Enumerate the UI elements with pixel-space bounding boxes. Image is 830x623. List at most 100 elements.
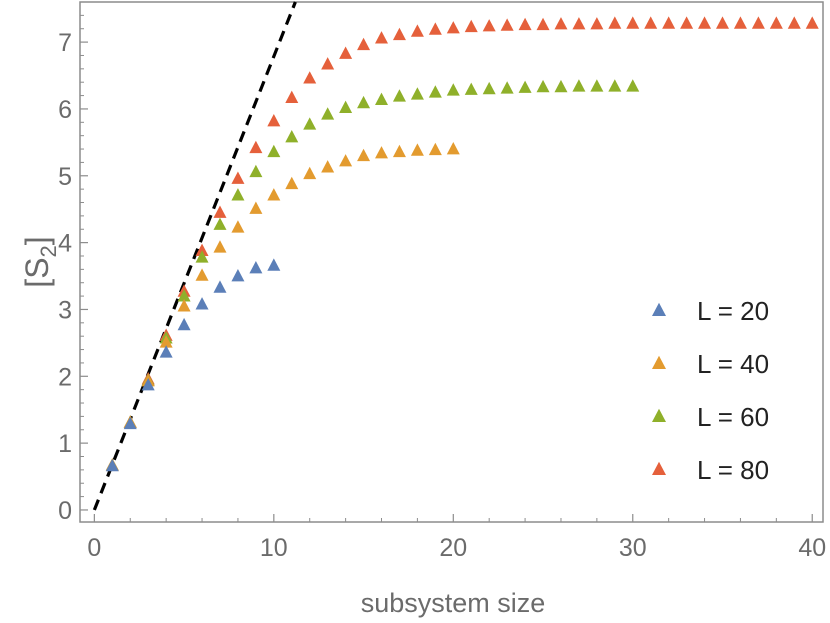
data-point — [177, 289, 191, 302]
data-point — [177, 317, 191, 331]
legend-marker — [652, 461, 666, 476]
data-point — [392, 144, 406, 158]
data-points — [105, 16, 819, 472]
legend-label: L = 40 — [697, 349, 769, 379]
data-point — [698, 16, 712, 29]
data-point — [303, 166, 317, 180]
y-axis-label-close: ] — [19, 236, 55, 245]
data-point — [195, 268, 209, 281]
y-tick-label: 4 — [58, 230, 72, 258]
data-point — [410, 87, 424, 100]
data-point — [231, 171, 245, 184]
x-tick-label: 30 — [619, 534, 647, 562]
data-point — [554, 17, 568, 30]
legend-marker — [652, 408, 666, 423]
y-tick-label: 0 — [58, 497, 72, 525]
data-point — [357, 37, 371, 51]
data-point — [518, 80, 532, 93]
x-tick-label: 40 — [798, 534, 826, 562]
data-point — [392, 89, 406, 102]
data-point — [644, 16, 658, 29]
data-point — [662, 16, 676, 29]
data-point — [500, 81, 514, 94]
legend-marker — [652, 355, 666, 370]
data-point — [321, 160, 335, 173]
data-point — [159, 345, 173, 358]
ticks: 0 10 20 30 40 0 1 2 3 4 5 6 7 — [58, 1, 826, 562]
y-axis-label: [S2] — [19, 236, 61, 287]
data-point — [428, 22, 442, 35]
data-point — [608, 16, 622, 29]
data-point — [464, 19, 478, 33]
data-point — [446, 21, 460, 34]
data-point — [536, 79, 550, 93]
data-point — [680, 16, 694, 29]
data-point — [482, 19, 496, 32]
reference-line-group — [92, 1, 297, 511]
data-point — [446, 142, 460, 155]
data-point — [285, 90, 299, 103]
data-point — [410, 24, 424, 37]
data-point — [105, 458, 119, 472]
data-point — [213, 217, 227, 230]
data-point — [285, 176, 299, 190]
data-point — [159, 335, 173, 348]
data-point — [123, 416, 137, 430]
x-tick-label: 0 — [87, 534, 101, 562]
legend: L = 20 L = 40 L = 60 L = 80 — [652, 296, 769, 485]
data-point — [267, 113, 281, 127]
data-point — [375, 92, 389, 105]
data-point — [446, 83, 460, 96]
plot-frame — [79, 1, 824, 523]
data-point — [231, 220, 245, 233]
data-point — [500, 18, 514, 31]
data-point — [231, 188, 245, 201]
data-point — [267, 144, 281, 158]
data-point — [195, 297, 209, 310]
data-point — [715, 16, 729, 29]
data-point — [213, 240, 227, 253]
data-point — [303, 117, 317, 130]
data-point — [733, 16, 747, 29]
data-point — [626, 16, 640, 29]
data-point — [428, 85, 442, 98]
data-point — [769, 16, 783, 29]
data-point — [249, 164, 263, 178]
data-point — [482, 81, 496, 95]
data-point — [590, 17, 604, 30]
data-point — [339, 154, 353, 167]
x-tick-label: 20 — [439, 534, 467, 562]
y-tick-label: 6 — [58, 96, 72, 124]
y-axis-label-subscript: 2 — [36, 245, 61, 257]
data-point — [195, 243, 209, 256]
data-point — [392, 27, 406, 41]
data-point — [626, 79, 640, 92]
data-point — [751, 16, 765, 29]
data-point — [375, 31, 389, 44]
data-point — [267, 258, 281, 271]
data-point — [428, 142, 442, 156]
data-point — [267, 188, 281, 201]
data-point — [195, 250, 209, 263]
data-point — [375, 146, 389, 159]
data-point — [141, 377, 155, 391]
data-point — [321, 57, 335, 70]
y-tick-label: 3 — [58, 296, 72, 324]
data-point — [339, 46, 353, 59]
data-point — [213, 280, 227, 293]
legend-label: L = 20 — [697, 296, 769, 326]
reference-line — [92, 1, 297, 511]
x-axis-label: subsystem size — [361, 588, 546, 618]
data-point — [249, 261, 263, 274]
data-point — [518, 17, 532, 31]
legend-marker — [652, 302, 666, 317]
data-point — [357, 95, 371, 109]
y-tick-label: 7 — [58, 29, 72, 57]
data-point — [213, 205, 227, 218]
data-point — [608, 79, 622, 92]
data-point — [787, 16, 801, 29]
data-point — [231, 269, 245, 282]
data-point — [249, 140, 263, 154]
data-point — [410, 143, 424, 156]
